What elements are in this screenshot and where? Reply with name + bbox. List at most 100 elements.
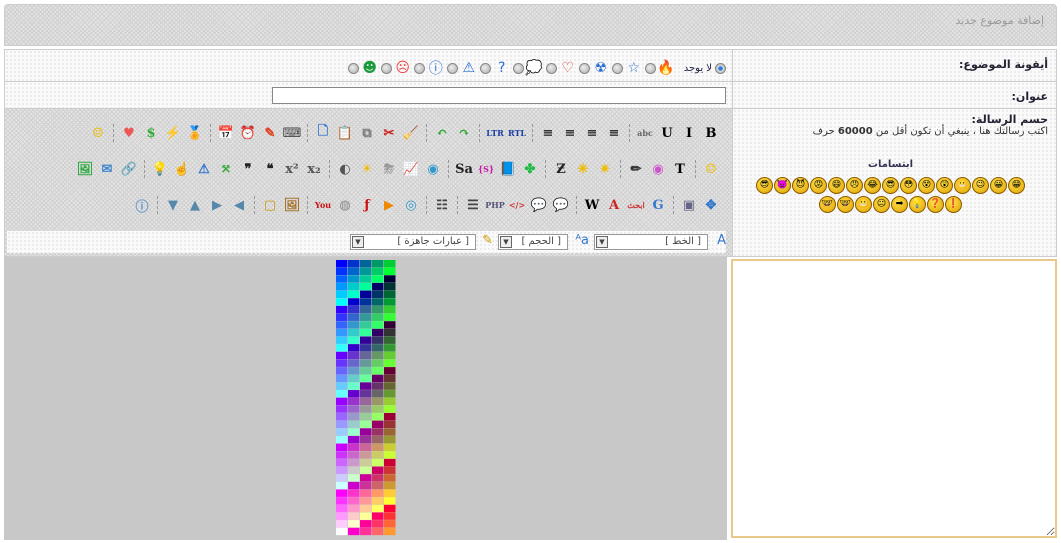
color-swatch[interactable] <box>360 305 372 314</box>
color-swatch[interactable] <box>372 351 384 360</box>
book-button[interactable]: 📘 <box>499 161 517 177</box>
message-textarea[interactable] <box>731 259 1057 538</box>
html-button[interactable]: </> <box>508 200 526 210</box>
color-swatch[interactable] <box>336 497 348 505</box>
align-left-button[interactable]: ≡ <box>564 125 576 141</box>
sa-font-button[interactable]: Sa <box>455 161 473 177</box>
color-swatch[interactable] <box>336 397 348 406</box>
color-swatch[interactable] <box>372 458 384 467</box>
resize-button[interactable]: ⤧ <box>220 161 232 177</box>
youtube-button[interactable]: You <box>314 200 332 210</box>
color-swatch[interactable] <box>348 397 360 406</box>
color-swatch[interactable] <box>348 504 360 513</box>
color-swatch[interactable] <box>360 512 372 520</box>
superscript-button[interactable]: x² <box>285 161 299 177</box>
topic-icon-radio[interactable] <box>380 62 392 74</box>
underline-button[interactable]: U <box>661 125 673 141</box>
redo-button[interactable]: ↷ <box>458 125 470 141</box>
topic-icon-radio[interactable] <box>611 62 623 74</box>
highlight-button[interactable]: ✏ <box>630 161 642 177</box>
color-swatch[interactable] <box>372 474 384 482</box>
bulb-button[interactable]: 💡 <box>151 161 169 177</box>
color-swatch[interactable] <box>348 435 360 444</box>
dollar-button[interactable]: $ <box>146 125 156 141</box>
clock-button[interactable]: ⏰ <box>239 125 257 141</box>
color-swatch[interactable] <box>348 275 360 283</box>
color-swatch[interactable] <box>348 520 360 528</box>
color-palette[interactable] <box>336 260 396 536</box>
phrases-select[interactable]: [ عبارات جاهزة ] ▼ <box>350 234 476 250</box>
color-swatch[interactable] <box>372 282 384 291</box>
adobe-button[interactable]: A <box>608 197 620 213</box>
color-swatch[interactable] <box>360 458 372 467</box>
color-swatch[interactable] <box>336 336 348 344</box>
color-swatch[interactable] <box>360 504 372 513</box>
color-swatch[interactable] <box>336 520 348 528</box>
color-swatch[interactable] <box>360 275 372 283</box>
color-swatch[interactable] <box>360 420 372 429</box>
comment-yellow-button[interactable]: 💬 <box>530 197 548 213</box>
color-swatch[interactable] <box>360 481 372 490</box>
color-swatch[interactable] <box>348 298 360 306</box>
heart-button[interactable]: ♥ <box>123 125 135 141</box>
font-select[interactable]: [ الخط ] ▼ <box>594 234 708 250</box>
color-swatch[interactable] <box>384 420 396 429</box>
title-input[interactable] <box>272 87 726 104</box>
realplayer-button[interactable]: ▶ <box>384 197 394 213</box>
color-swatch[interactable] <box>360 390 372 398</box>
color-swatch[interactable] <box>372 267 384 276</box>
color-swatch[interactable] <box>384 390 396 398</box>
color-swatch[interactable] <box>372 397 384 406</box>
color-swatch[interactable] <box>384 481 396 490</box>
cut-button[interactable]: ✂ <box>383 125 395 141</box>
color-swatch[interactable] <box>372 290 384 298</box>
color-swatch[interactable] <box>372 405 384 413</box>
color-swatch[interactable] <box>336 298 348 306</box>
color-swatch[interactable] <box>348 328 360 337</box>
hand-button[interactable]: ☝ <box>173 161 191 177</box>
color-swatch[interactable] <box>348 321 360 329</box>
smiley-icon[interactable]: ❓ <box>927 196 944 213</box>
color-swatch[interactable] <box>348 267 360 276</box>
color-swatch[interactable] <box>360 382 372 390</box>
storm-button[interactable]: ⛈ <box>383 161 395 177</box>
report-button[interactable]: ⚠ <box>198 161 210 177</box>
color-swatch[interactable] <box>384 458 396 467</box>
color-swatch[interactable] <box>372 382 384 390</box>
color-swatch[interactable] <box>384 489 396 497</box>
color-swatch[interactable] <box>372 420 384 429</box>
php-button[interactable]: PHP <box>485 200 505 210</box>
color-swatch[interactable] <box>360 359 372 367</box>
spoiler-button[interactable]: {S} <box>477 164 495 174</box>
color-swatch[interactable] <box>384 267 396 276</box>
zigzag-button[interactable]: Ƶ <box>556 161 566 177</box>
color-swatch[interactable] <box>348 359 360 367</box>
picture-button[interactable]: 🖼 <box>283 197 301 213</box>
color-swatch[interactable] <box>384 382 396 390</box>
color-swatch[interactable] <box>336 390 348 398</box>
color-swatch[interactable] <box>336 466 348 474</box>
expand-button[interactable]: ✥ <box>705 197 717 213</box>
color-swatch[interactable] <box>336 313 348 321</box>
color-swatch[interactable] <box>336 504 348 513</box>
topic-icon-radio[interactable] <box>644 62 656 74</box>
color-swatch[interactable] <box>336 512 348 520</box>
color-swatch[interactable] <box>384 260 396 268</box>
color-swatch[interactable] <box>384 374 396 383</box>
color-swatch[interactable] <box>360 405 372 413</box>
color-swatch[interactable] <box>372 374 384 383</box>
color-swatch[interactable] <box>336 344 348 352</box>
ltr-button[interactable]: LTR <box>486 128 504 138</box>
keyboard-button[interactable]: ⌨ <box>282 125 302 141</box>
smiley-icon[interactable]: 😉 <box>972 177 989 194</box>
color-swatch[interactable] <box>336 275 348 283</box>
arabic-button[interactable]: ابحث <box>627 200 645 210</box>
color-swatch[interactable] <box>360 267 372 276</box>
frame-button[interactable]: ▢ <box>263 197 277 213</box>
arrow-left-button[interactable]: ◀ <box>234 197 244 213</box>
color-swatch[interactable] <box>360 428 372 436</box>
color-swatch[interactable] <box>336 260 348 268</box>
color-swatch[interactable] <box>360 290 372 298</box>
color-swatch[interactable] <box>384 466 396 474</box>
color-swatch[interactable] <box>336 527 348 536</box>
